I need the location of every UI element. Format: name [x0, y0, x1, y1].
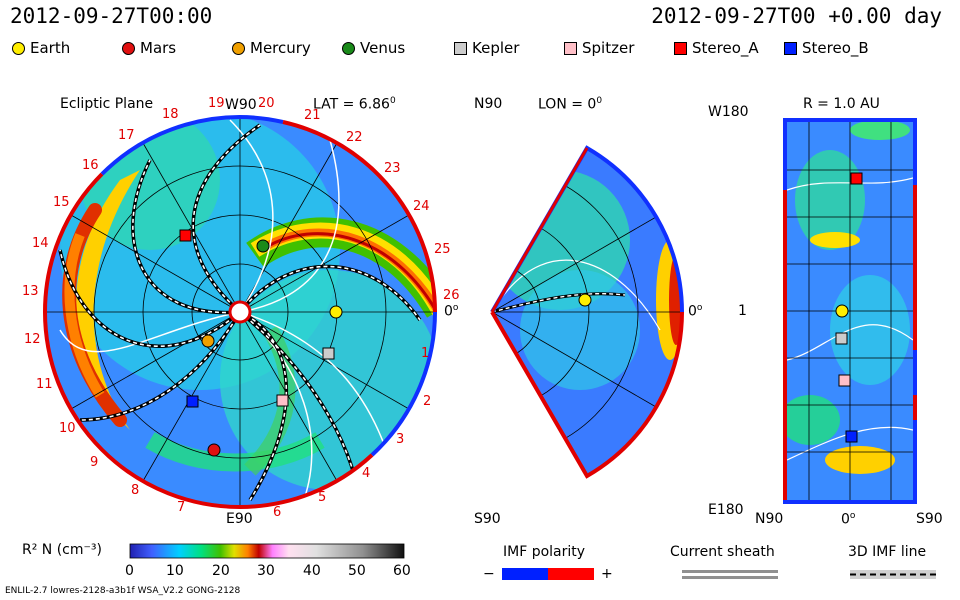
- carrington-label: 6: [273, 505, 282, 520]
- mars-marker-icon: [122, 41, 135, 55]
- meridional-right-label: 0o: [688, 303, 703, 320]
- ecliptic-right-label: 0o: [444, 303, 459, 320]
- meridional-bottom-label: S90: [474, 511, 501, 527]
- model-info: ENLIL-2.7 lowres-2128-a3b1f WSA_V2.2 GON…: [5, 586, 241, 596]
- right-timestamp: 2012-09-27T00 +0.00 day: [651, 4, 942, 28]
- radial-top-left-label: W180: [708, 104, 749, 120]
- carrington-label: 26: [443, 288, 460, 303]
- carrington-label: 4: [362, 466, 371, 481]
- imf-plus-label: +: [601, 566, 613, 582]
- carrington-label: 7: [177, 500, 186, 515]
- carrington-label: 22: [346, 130, 363, 145]
- left-timestamp: 2012-09-27T00:00: [10, 4, 213, 28]
- colorbar-tick: 50: [348, 563, 366, 579]
- venus-marker-icon: [342, 41, 355, 55]
- colorbar-tick: 60: [393, 563, 411, 579]
- legend-venus: Venus: [342, 38, 405, 58]
- carrington-label: 20: [258, 96, 275, 111]
- stereo-b-marker-icon: [784, 41, 797, 55]
- radial-mid-left-label: 1: [738, 303, 747, 319]
- meridional-top-label: N90: [474, 96, 503, 112]
- earth-marker-icon: [12, 41, 25, 55]
- carrington-label: 16: [82, 158, 99, 173]
- colorbar-tick: 20: [212, 563, 230, 579]
- carrington-label: 12: [24, 332, 41, 347]
- carrington-label: 18: [162, 107, 179, 122]
- carrington-label: 3: [396, 432, 405, 447]
- legend-earth: Earth: [12, 38, 70, 58]
- radial-bottom-s90: S90: [916, 511, 943, 527]
- carrington-label: 15: [53, 195, 70, 210]
- kepler-marker-icon: [454, 41, 467, 55]
- carrington-label: 9: [90, 455, 99, 470]
- carrington-label: 17: [118, 128, 135, 143]
- ecliptic-lat-label: LAT = 6.860: [313, 96, 396, 113]
- ecliptic-top-label: W90: [225, 97, 257, 113]
- colorbar-label: R² N (cm⁻³): [22, 542, 102, 558]
- imf-polarity-title: IMF polarity: [503, 544, 586, 560]
- imf-3d-title: 3D IMF line: [848, 544, 927, 560]
- colorbar-tick: 10: [166, 563, 184, 579]
- meridional-lon-label: LON = 00: [538, 96, 603, 113]
- carrington-label: 23: [384, 161, 401, 176]
- imf-minus-label: −: [483, 566, 495, 582]
- colorbar-tick: 30: [257, 563, 275, 579]
- carrington-label: 1: [421, 346, 430, 361]
- spitzer-marker-icon: [564, 41, 577, 55]
- legend-mars: Mars: [122, 38, 176, 58]
- radial-bottom-zero: 0o: [841, 511, 856, 528]
- stereo-a-marker-icon: [674, 41, 687, 55]
- mercury-marker-icon: [232, 41, 245, 55]
- carrington-label: 13: [22, 284, 39, 299]
- carrington-label: 5: [318, 490, 327, 505]
- ecliptic-title: Ecliptic Plane: [60, 96, 154, 112]
- carrington-label: 8: [131, 483, 140, 498]
- radial-bottom-left-label: E180: [708, 502, 744, 518]
- carrington-label: 19: [208, 96, 225, 111]
- radial-bottom-n90: N90: [755, 511, 784, 527]
- colorbar-tick: 0: [125, 563, 134, 579]
- carrington-label: 24: [413, 199, 430, 214]
- carrington-label: 21: [304, 108, 321, 123]
- carrington-label: 2: [423, 394, 432, 409]
- carrington-label: 11: [36, 377, 53, 392]
- carrington-label: 25: [434, 242, 451, 257]
- legend-stereo-a: Stereo_A: [674, 38, 759, 58]
- colorbar-tick: 40: [303, 563, 321, 579]
- legend-kepler: Kepler: [454, 38, 519, 58]
- ecliptic-bottom-label: E90: [226, 511, 253, 527]
- radial-title: R = 1.0 AU: [803, 96, 880, 112]
- carrington-label: 10: [59, 421, 76, 436]
- current-sheath-title: Current sheath: [670, 544, 775, 560]
- legend-mercury: Mercury: [232, 38, 311, 58]
- carrington-label: 14: [32, 236, 49, 251]
- legend-stereo-b: Stereo_B: [784, 38, 869, 58]
- legend-spitzer: Spitzer: [564, 38, 634, 58]
